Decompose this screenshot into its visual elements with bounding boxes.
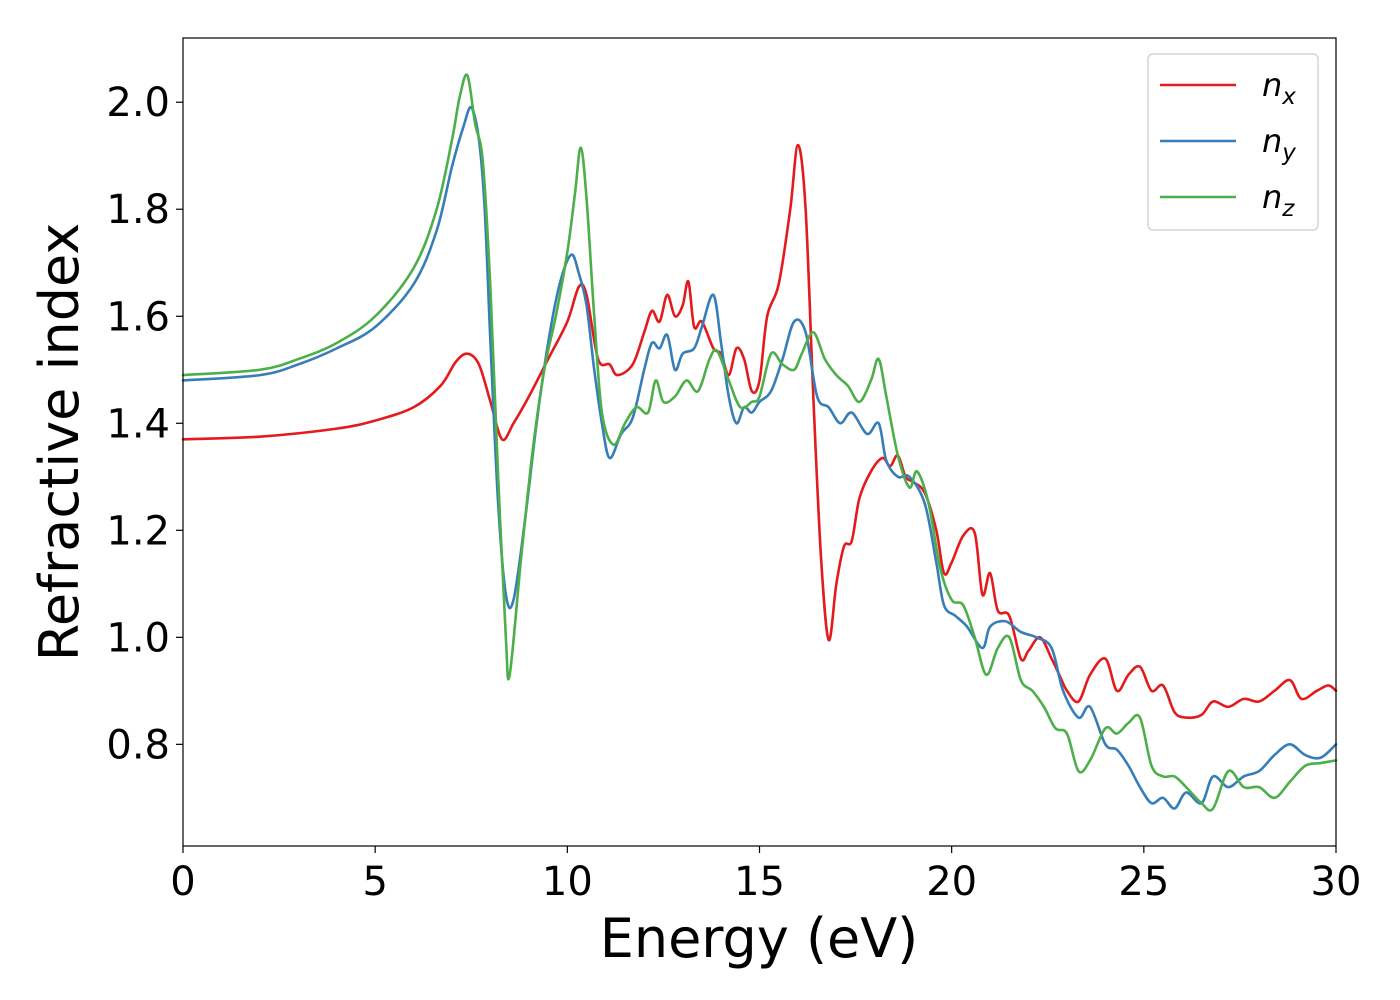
legend-label-n-z: nz [1262, 178, 1295, 222]
x-tick-label: 25 [1118, 859, 1169, 905]
x-tick-label: 20 [926, 859, 977, 905]
x-tick-label: 5 [362, 859, 387, 905]
series-line-n-x [181, 143, 1338, 720]
y-tick-label: 2.0 [106, 80, 170, 126]
x-axis-label: Energy (eV) [600, 907, 919, 970]
y-tick-label: 1.2 [106, 508, 170, 554]
y-axis-label: Refractive index [28, 223, 91, 662]
y-tick-label: 1.4 [106, 401, 170, 447]
y-tick-label: 0.8 [106, 722, 170, 768]
y-tick-label: 1.0 [106, 615, 170, 661]
legend-label-n-y: ny [1262, 122, 1296, 166]
x-tick-label: 15 [734, 859, 785, 905]
legend: nx ny nz [1147, 53, 1319, 231]
legend-label-n-x: nx [1262, 66, 1296, 110]
axis-ticks: 0 5 10 15 20 25 30 0.8 1.0 1.2 1.4 1.6 1.8 2.0 [106, 80, 1361, 905]
x-tick-label: 30 [1311, 859, 1362, 905]
x-tick-label: 0 [170, 859, 195, 905]
y-tick-label: 1.8 [106, 187, 170, 233]
y-tick-label: 1.6 [106, 294, 170, 340]
series-line-n-z [181, 73, 1338, 812]
series-lines [181, 73, 1338, 812]
x-tick-label: 10 [542, 859, 593, 905]
